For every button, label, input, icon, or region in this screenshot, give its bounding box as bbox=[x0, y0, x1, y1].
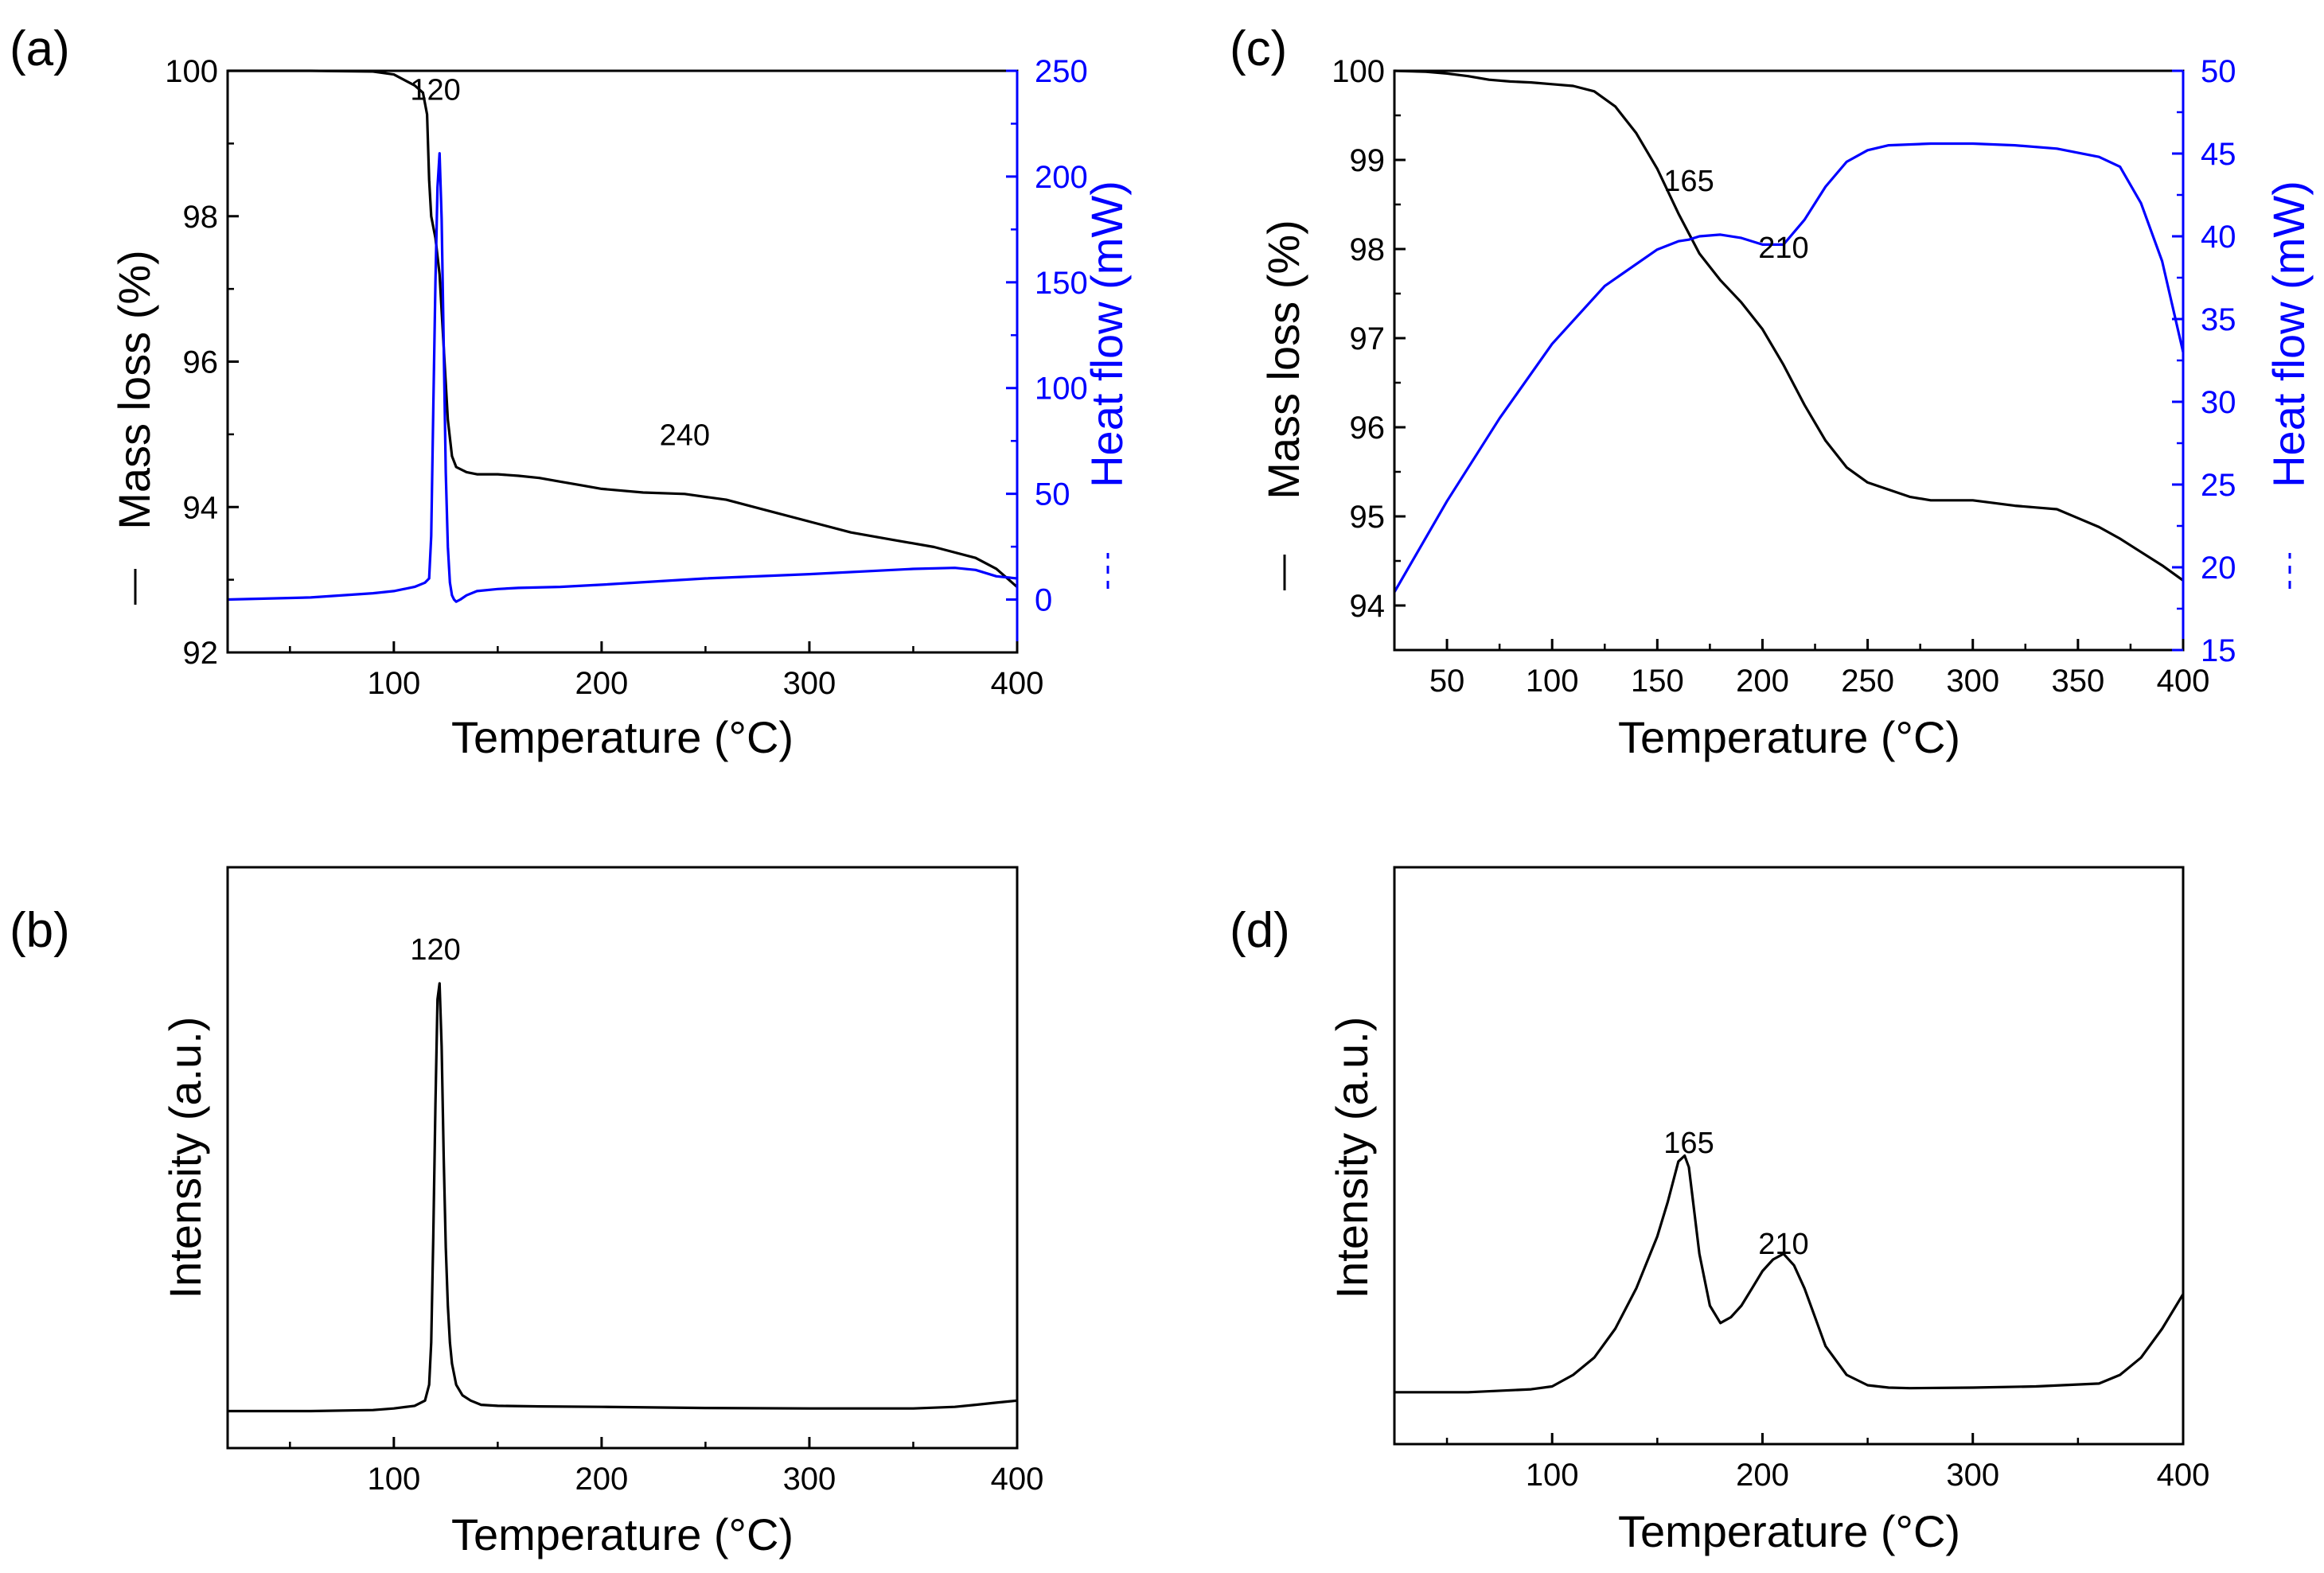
panel-b-series-intensity-line bbox=[228, 982, 1018, 1413]
panel-b-ticks: 100 200 300 400 bbox=[289, 1437, 1044, 1497]
panel-a-y-tick-label: 98 bbox=[183, 200, 219, 235]
panel-a-annotation-120: 120 bbox=[410, 74, 460, 107]
panel-c-y-tick-label: 99 bbox=[1350, 143, 1386, 178]
panel-a-y-tick-label: 96 bbox=[183, 345, 219, 380]
panel-b-annotations: 120 bbox=[410, 933, 460, 967]
panel-c-y-tick-label: 95 bbox=[1350, 500, 1386, 535]
panel-a-annotations: 120 240 bbox=[410, 74, 710, 453]
panel-b-x-tick-label: 200 bbox=[575, 1462, 629, 1497]
panel-c-y2-tick-label: 40 bbox=[2201, 220, 2236, 255]
panel-c-left-axis-title: Mass loss (%) bbox=[1258, 220, 1308, 590]
panel-b-annotation-120: 120 bbox=[410, 933, 460, 967]
panel-b-label: (b) bbox=[10, 903, 70, 958]
panel-c-x-tick-label: 400 bbox=[2157, 664, 2210, 699]
panel-c-x-tick-label: 50 bbox=[1429, 664, 1465, 699]
panel-d-x-tick-label: 100 bbox=[1526, 1458, 1579, 1493]
panel-c-series-heat-flow-line bbox=[1393, 142, 2185, 594]
panel-b-frame bbox=[226, 866, 1019, 1450]
panel-a-y2-tick-label: 100 bbox=[1035, 372, 1088, 407]
panel-a-right-axis-title: Heat flow (mW) bbox=[1082, 181, 1132, 589]
panel-a-annotation-240: 240 bbox=[660, 419, 710, 453]
panel-a: (a) 100 200 300 400 92 94 96 98 100 0 50 100 150 200 2… bbox=[10, 21, 1132, 762]
panel-d-annotation-210: 210 bbox=[1758, 1228, 1808, 1261]
panel-c-y2-tick-label: 15 bbox=[2201, 633, 2236, 668]
panel-d-frame bbox=[1393, 866, 2185, 1446]
panel-c-y2-tick-label: 20 bbox=[2201, 551, 2236, 586]
panel-c-y-tick-label: 97 bbox=[1350, 321, 1386, 356]
panel-d-x-tick-label: 400 bbox=[2157, 1458, 2210, 1493]
panel-c-series-mass-loss-line bbox=[1394, 69, 2184, 582]
panel-c-y2-tick-label: 25 bbox=[2201, 468, 2236, 503]
panel-c-plot bbox=[1393, 69, 2185, 594]
panel-c-right-axis-label: Heat flow (mW) bbox=[2264, 181, 2314, 488]
panel-b-x-tick-label: 100 bbox=[367, 1462, 420, 1497]
panel-b-x-tick-label: 400 bbox=[991, 1462, 1044, 1497]
panel-c-right-axis-title: Heat flow (mW) bbox=[2264, 181, 2314, 589]
panel-b-plot bbox=[228, 982, 1018, 1413]
panel-b: (b) 100 200 300 400 Intensity (a.u.) Temper… bbox=[10, 866, 1044, 1559]
panel-b-x-tick-label: 300 bbox=[783, 1462, 836, 1497]
panel-c-annotation-210: 210 bbox=[1758, 232, 1808, 265]
panel-b-x-axis-label: Temperature (°C) bbox=[451, 1509, 794, 1559]
panel-a-plot bbox=[227, 69, 1019, 603]
panel-c-x-axis-label: Temperature (°C) bbox=[1618, 712, 1960, 762]
panel-c-x-tick-label: 300 bbox=[1946, 664, 1999, 699]
panel-a-y2-tick-label: 250 bbox=[1035, 54, 1088, 89]
panel-c-y-tick-label: 96 bbox=[1350, 411, 1386, 446]
panel-a-y-tick-label: 92 bbox=[183, 636, 219, 671]
panel-a-x-tick-label: 100 bbox=[367, 666, 420, 701]
panel-c-annotation-165: 165 bbox=[1663, 165, 1714, 198]
panel-a-y2-tick-label: 150 bbox=[1035, 266, 1088, 301]
panel-a-frame bbox=[226, 69, 1019, 654]
panel-a-y2-tick-label: 0 bbox=[1035, 583, 1052, 618]
panel-a-y2-tick-label: 50 bbox=[1035, 477, 1070, 512]
panel-c-y-tick-label: 98 bbox=[1350, 232, 1386, 267]
panel-d-x-tick-label: 200 bbox=[1736, 1458, 1789, 1493]
panel-c-y-tick-label: 100 bbox=[1332, 54, 1385, 89]
panel-a-y-tick-label: 94 bbox=[183, 490, 219, 525]
panel-c-y2-tick-label: 30 bbox=[2201, 385, 2236, 420]
panel-a-x-tick-label: 400 bbox=[991, 666, 1044, 701]
panel-d-annotations: 165 210 bbox=[1663, 1127, 1808, 1261]
panel-c-y2-tick-label: 50 bbox=[2201, 54, 2236, 89]
panel-c-x-tick-label: 100 bbox=[1526, 664, 1579, 699]
panel-a-left-axis-label: Mass loss (%) bbox=[109, 250, 159, 530]
panel-c-label: (c) bbox=[1230, 21, 1287, 76]
panel-c-frame bbox=[1393, 69, 2185, 652]
panel-d-x-tick-label: 300 bbox=[1946, 1458, 1999, 1493]
panel-d-ticks: 100 200 300 400 bbox=[1445, 1433, 2210, 1493]
panel-c-left-axis-label: Mass loss (%) bbox=[1258, 220, 1308, 500]
panel-b-y-axis-label: Intensity (a.u.) bbox=[160, 1017, 210, 1299]
panel-d-x-axis-label: Temperature (°C) bbox=[1618, 1506, 1960, 1556]
panel-c-ticks: 50 100 150 200 250 300 350 400 94 95 96 97 98 99 100 15… bbox=[1332, 54, 2236, 699]
panel-c-y2-tick-label: 45 bbox=[2201, 137, 2236, 172]
panel-c-x-tick-label: 350 bbox=[2051, 664, 2104, 699]
panel-c-y-tick-label: 94 bbox=[1350, 589, 1386, 624]
panel-d-plot bbox=[1394, 1154, 2185, 1394]
panel-d: (d) 100 200 300 400 Intensity (a.u.) Temper… bbox=[1230, 866, 2210, 1556]
panel-c-x-tick-label: 200 bbox=[1736, 664, 1789, 699]
panel-a-y-tick-label: 100 bbox=[165, 54, 218, 89]
panel-a-x-axis-label: Temperature (°C) bbox=[451, 712, 794, 762]
panel-d-annotation-165: 165 bbox=[1663, 1127, 1714, 1160]
panel-c-x-tick-label: 150 bbox=[1631, 664, 1684, 699]
panel-c-annotations: 165 210 bbox=[1663, 165, 1808, 265]
panel-a-series-heat-flow-line bbox=[227, 152, 1018, 603]
panel-c-y2-tick-label: 35 bbox=[2201, 302, 2236, 337]
panel-a-label: (a) bbox=[10, 21, 70, 76]
panel-a-x-tick-label: 300 bbox=[783, 666, 836, 701]
panel-a-y2-tick-label: 200 bbox=[1035, 160, 1088, 195]
panel-d-series-intensity-line bbox=[1394, 1154, 2185, 1394]
panel-a-series-mass-loss-line bbox=[228, 69, 1019, 589]
panel-a-x-tick-label: 200 bbox=[575, 666, 629, 701]
panel-d-y-axis-label: Intensity (a.u.) bbox=[1327, 1017, 1377, 1299]
panel-a-ticks: 100 200 300 400 92 94 96 98 100 0 50 100 150 200 250 bbox=[165, 54, 1088, 701]
panel-c-x-tick-label: 250 bbox=[1841, 664, 1894, 699]
panel-a-right-axis-label: Heat flow (mW) bbox=[1082, 181, 1132, 488]
panel-c: (c) 50 100 150 200 250 300 350 400 94 95 96 97 98 99 1… bbox=[1230, 21, 2314, 762]
panel-d-label: (d) bbox=[1230, 903, 1290, 958]
panel-a-left-axis-title: Mass loss (%) bbox=[109, 250, 159, 605]
